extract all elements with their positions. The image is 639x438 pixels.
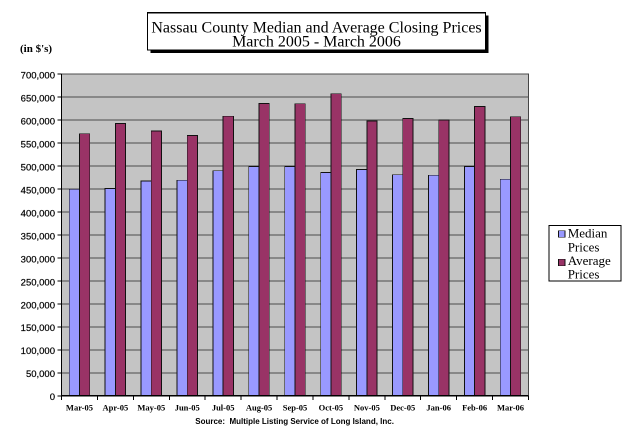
svg-text:Feb-06: Feb-06 — [462, 403, 487, 413]
svg-text:500,000: 500,000 — [21, 162, 55, 173]
svg-text:0: 0 — [50, 392, 55, 403]
svg-text:50,000: 50,000 — [26, 369, 55, 380]
svg-text:Dec-05: Dec-05 — [390, 403, 415, 413]
svg-text:Median: Median — [568, 226, 608, 241]
svg-text:100,000: 100,000 — [21, 346, 55, 357]
svg-text:400,000: 400,000 — [21, 208, 55, 219]
svg-text:Average: Average — [568, 253, 611, 268]
svg-text:200,000: 200,000 — [21, 300, 55, 311]
svg-text:Mar-06: Mar-06 — [497, 403, 524, 413]
svg-text:Nov-05: Nov-05 — [354, 403, 380, 413]
svg-text:(in $'s): (in $'s) — [20, 43, 52, 55]
svg-text:Mar-05: Mar-05 — [66, 403, 93, 413]
svg-text:Aug-05: Aug-05 — [246, 403, 272, 413]
svg-text:Oct-05: Oct-05 — [319, 403, 344, 413]
svg-text:250,000: 250,000 — [21, 277, 55, 288]
svg-text:Jun-05: Jun-05 — [175, 403, 200, 413]
svg-text:Prices: Prices — [568, 240, 600, 255]
svg-text:700,000: 700,000 — [21, 70, 55, 81]
svg-text:150,000: 150,000 — [21, 323, 55, 334]
svg-text:Nassau County Median and Avera: Nassau County Median and Average Closing… — [151, 19, 481, 36]
svg-text:550,000: 550,000 — [21, 139, 55, 150]
svg-text:300,000: 300,000 — [21, 254, 55, 265]
svg-text:March 2005 - March 2006: March 2005 - March 2006 — [232, 33, 401, 50]
svg-text:Jul-05: Jul-05 — [212, 403, 235, 413]
svg-text:Prices: Prices — [568, 266, 600, 281]
svg-text:Apr-05: Apr-05 — [103, 403, 129, 413]
svg-text:450,000: 450,000 — [21, 185, 55, 196]
svg-text:May-05: May-05 — [137, 403, 165, 413]
svg-text:Sep-05: Sep-05 — [283, 403, 308, 413]
svg-text:Jan-06: Jan-06 — [426, 403, 451, 413]
svg-text:600,000: 600,000 — [21, 116, 55, 127]
svg-text:Source: Multiple Listing Serv: Source: Multiple Listing Service of Long… — [195, 417, 394, 426]
svg-text:650,000: 650,000 — [21, 93, 55, 104]
svg-text:350,000: 350,000 — [21, 231, 55, 242]
